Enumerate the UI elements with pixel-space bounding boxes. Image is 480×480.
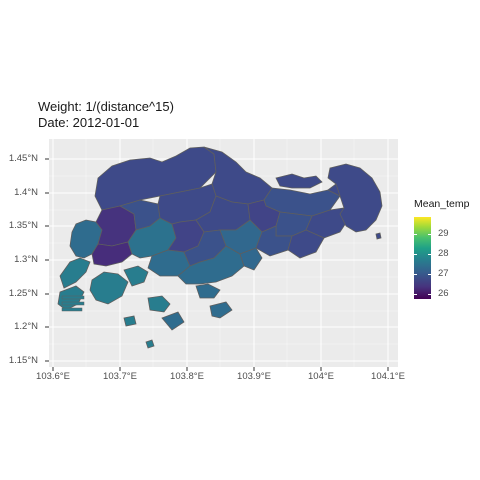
y-tick-label: 1.25°N (8, 288, 38, 299)
region-island-south-2 (161, 311, 185, 331)
axis-ticks (45, 158, 389, 371)
legend-label: 28 (438, 248, 449, 259)
legend-label: 29 (438, 228, 449, 239)
tuas-jetties (61, 295, 85, 312)
region-ubin (275, 173, 323, 189)
legend-label: 27 (438, 268, 449, 279)
y-tick-label: 1.3°N (14, 254, 38, 265)
x-tick-label: 104.1°E (371, 371, 405, 382)
legend-colorbar (414, 217, 431, 299)
y-tick-label: 1.4°N (14, 187, 38, 198)
planning-areas (57, 146, 383, 349)
legend-title: Mean_temp (414, 198, 470, 210)
region-tuas-1 (59, 257, 91, 289)
plot-title: Weight: 1/(distance^15) (38, 99, 174, 114)
region-east-islet (375, 232, 382, 240)
region-jurong-island (89, 271, 129, 305)
y-tick-label: 1.35°N (8, 220, 38, 231)
x-tick-label: 104°E (308, 371, 334, 382)
y-tick-label: 1.2°N (14, 321, 38, 332)
region-marina (239, 247, 263, 271)
x-tick-label: 103.7°E (103, 371, 137, 382)
region-island-se (209, 301, 233, 319)
x-tick-label: 103.9°E (237, 371, 271, 382)
region-island-tiny (145, 339, 155, 349)
region-west-3 (91, 241, 133, 267)
region-south-east (287, 229, 325, 259)
region-sentosa (195, 283, 221, 299)
x-tick-label: 103.6°E (36, 371, 70, 382)
region-island-sw (123, 315, 137, 327)
x-tick-label: 103.8°E (170, 371, 204, 382)
y-tick-label: 1.45°N (8, 153, 38, 164)
y-tick-label: 1.15°N (8, 355, 38, 366)
region-changi (327, 163, 383, 233)
region-island-south (147, 295, 171, 313)
legend-tick (414, 294, 431, 295)
legend-label: 26 (438, 288, 449, 299)
region-jurong-island-2 (123, 265, 149, 287)
legend-tick (414, 234, 431, 235)
legend-tick (414, 274, 431, 275)
plot-subtitle: Date: 2012-01-01 (38, 115, 140, 130)
legend-tick (414, 254, 431, 255)
